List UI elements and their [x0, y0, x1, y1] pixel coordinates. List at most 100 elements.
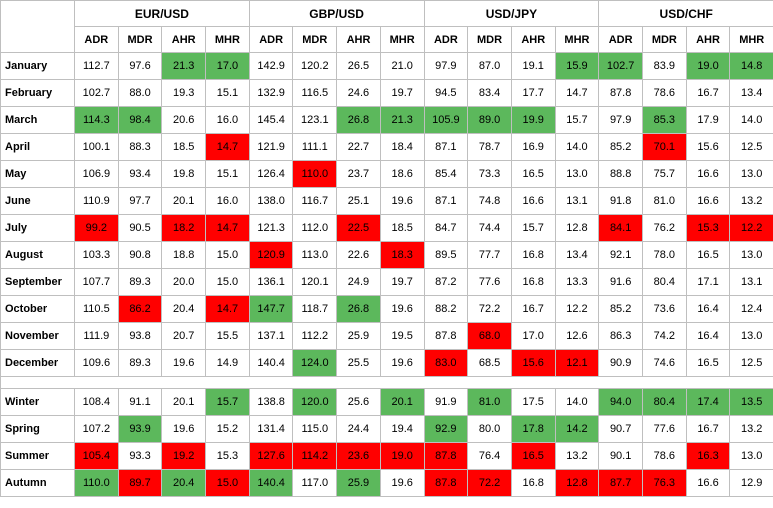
value-cell: 12.8: [555, 215, 599, 242]
value-cell: 116.5: [293, 80, 337, 107]
value-cell: 16.8: [511, 242, 555, 269]
table-row: July99.290.518.214.7121.3112.022.518.584…: [1, 215, 773, 242]
value-cell: 26.5: [337, 53, 381, 80]
value-cell: 137.1: [249, 323, 293, 350]
metric-header: ADR: [599, 27, 643, 53]
forex-range-table: EUR/USD GBP/USD USD/JPY USD/CHF ADRMDRAH…: [0, 0, 773, 497]
season-body: Winter108.491.120.115.7138.8120.025.620.…: [1, 389, 773, 497]
value-cell: 77.6: [468, 269, 512, 296]
value-cell: 20.0: [162, 269, 206, 296]
value-cell: 15.6: [686, 134, 730, 161]
value-cell: 25.1: [337, 188, 381, 215]
value-cell: 14.0: [555, 389, 599, 416]
value-cell: 16.4: [686, 323, 730, 350]
value-cell: 140.4: [249, 470, 293, 497]
table-row: June110.997.720.116.0138.0116.725.119.68…: [1, 188, 773, 215]
value-cell: 117.0: [293, 470, 337, 497]
value-cell: 91.9: [424, 389, 468, 416]
value-cell: 103.3: [75, 242, 119, 269]
value-cell: 78.6: [643, 443, 687, 470]
value-cell: 17.5: [511, 389, 555, 416]
value-cell: 138.0: [249, 188, 293, 215]
value-cell: 102.7: [599, 53, 643, 80]
table-row: Summer105.493.319.215.3127.6114.223.619.…: [1, 443, 773, 470]
value-cell: 97.7: [118, 188, 162, 215]
value-cell: 14.2: [555, 416, 599, 443]
value-cell: 16.6: [686, 470, 730, 497]
value-cell: 120.0: [293, 389, 337, 416]
value-cell: 91.8: [599, 188, 643, 215]
value-cell: 68.5: [468, 350, 512, 377]
value-cell: 93.8: [118, 323, 162, 350]
value-cell: 114.2: [293, 443, 337, 470]
value-cell: 87.1: [424, 188, 468, 215]
value-cell: 16.5: [511, 161, 555, 188]
table-row: September107.789.320.015.0136.1120.124.9…: [1, 269, 773, 296]
table-row: November111.993.820.715.5137.1112.225.91…: [1, 323, 773, 350]
value-cell: 90.5: [118, 215, 162, 242]
value-cell: 17.0: [511, 323, 555, 350]
value-cell: 12.6: [555, 323, 599, 350]
value-cell: 12.9: [730, 470, 773, 497]
value-cell: 90.7: [599, 416, 643, 443]
value-cell: 18.8: [162, 242, 206, 269]
value-cell: 13.0: [730, 161, 773, 188]
value-cell: 14.0: [730, 107, 773, 134]
pair-header-row: EUR/USD GBP/USD USD/JPY USD/CHF: [1, 1, 773, 27]
value-cell: 15.7: [511, 215, 555, 242]
value-cell: 24.4: [337, 416, 381, 443]
value-cell: 20.4: [162, 296, 206, 323]
value-cell: 13.2: [555, 443, 599, 470]
value-cell: 147.7: [249, 296, 293, 323]
value-cell: 24.6: [337, 80, 381, 107]
value-cell: 145.4: [249, 107, 293, 134]
value-cell: 80.4: [643, 269, 687, 296]
value-cell: 120.1: [293, 269, 337, 296]
value-cell: 93.9: [118, 416, 162, 443]
value-cell: 112.2: [293, 323, 337, 350]
table-row: January112.797.621.317.0142.9120.226.521…: [1, 53, 773, 80]
value-cell: 13.0: [730, 242, 773, 269]
value-cell: 87.7: [599, 470, 643, 497]
value-cell: 19.0: [380, 443, 424, 470]
value-cell: 15.0: [206, 470, 250, 497]
value-cell: 87.8: [424, 470, 468, 497]
value-cell: 15.9: [555, 53, 599, 80]
value-cell: 22.6: [337, 242, 381, 269]
value-cell: 126.4: [249, 161, 293, 188]
value-cell: 19.0: [686, 53, 730, 80]
value-cell: 87.0: [468, 53, 512, 80]
value-cell: 12.5: [730, 350, 773, 377]
table-row: Spring107.293.919.615.2131.4115.024.419.…: [1, 416, 773, 443]
value-cell: 76.4: [468, 443, 512, 470]
value-cell: 17.4: [686, 389, 730, 416]
value-cell: 110.0: [75, 470, 119, 497]
value-cell: 88.0: [118, 80, 162, 107]
value-cell: 19.6: [380, 296, 424, 323]
value-cell: 21.0: [380, 53, 424, 80]
value-cell: 24.9: [337, 269, 381, 296]
value-cell: 14.9: [206, 350, 250, 377]
value-cell: 13.4: [730, 80, 773, 107]
value-cell: 15.5: [206, 323, 250, 350]
value-cell: 25.6: [337, 389, 381, 416]
value-cell: 74.2: [643, 323, 687, 350]
value-cell: 16.6: [686, 161, 730, 188]
value-cell: 89.3: [118, 350, 162, 377]
value-cell: 114.3: [75, 107, 119, 134]
row-label: November: [1, 323, 75, 350]
metric-header: MDR: [118, 27, 162, 53]
value-cell: 77.7: [468, 242, 512, 269]
value-cell: 17.8: [511, 416, 555, 443]
value-cell: 89.3: [118, 269, 162, 296]
value-cell: 111.1: [293, 134, 337, 161]
value-cell: 13.3: [555, 269, 599, 296]
value-cell: 13.1: [555, 188, 599, 215]
metric-header: MDR: [643, 27, 687, 53]
value-cell: 16.7: [686, 416, 730, 443]
value-cell: 74.4: [468, 215, 512, 242]
value-cell: 88.3: [118, 134, 162, 161]
value-cell: 87.1: [424, 134, 468, 161]
value-cell: 19.6: [380, 470, 424, 497]
value-cell: 99.2: [75, 215, 119, 242]
